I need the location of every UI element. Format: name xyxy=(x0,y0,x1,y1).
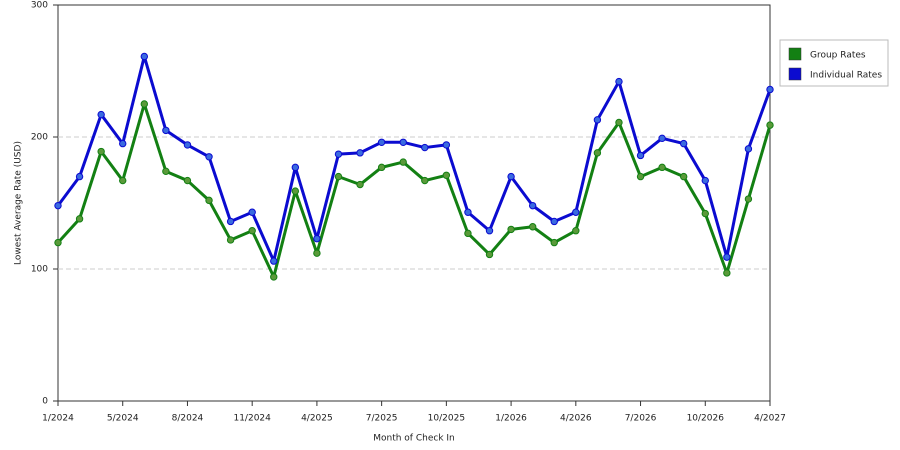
point xyxy=(442,171,451,179)
y-tick-label: 200 xyxy=(31,133,48,143)
point xyxy=(54,201,62,210)
x-tick-label: 10/2026 xyxy=(687,414,725,424)
point xyxy=(248,227,256,235)
point xyxy=(97,147,105,156)
point xyxy=(464,208,472,216)
point xyxy=(248,208,256,216)
point xyxy=(421,143,429,152)
point xyxy=(679,139,688,148)
point xyxy=(291,163,300,172)
point xyxy=(723,269,731,277)
point xyxy=(162,126,170,135)
x-tick-label: 11/2024 xyxy=(233,414,271,424)
point xyxy=(744,145,753,153)
point xyxy=(226,236,235,244)
point xyxy=(701,176,709,185)
point xyxy=(528,201,537,210)
point xyxy=(226,217,235,226)
y-axis-title: Lowest Average Rate (USD) xyxy=(14,141,24,265)
point xyxy=(399,158,407,166)
x-tick-label: 1/2024 xyxy=(42,414,74,424)
legend-label: Individual Rates xyxy=(810,71,882,81)
point xyxy=(313,249,321,257)
point xyxy=(593,116,602,124)
point xyxy=(356,149,364,157)
point xyxy=(334,172,343,181)
y-tick-label: 300 xyxy=(31,1,48,11)
point xyxy=(140,52,149,61)
point xyxy=(119,139,127,148)
x-tick-label: 7/2025 xyxy=(366,414,398,424)
point xyxy=(119,176,127,185)
point xyxy=(485,250,494,259)
legend-swatch xyxy=(788,47,802,61)
point xyxy=(593,149,602,157)
x-tick-label: 7/2026 xyxy=(625,414,657,424)
point xyxy=(377,138,386,146)
x-axis-title: Month of Check In xyxy=(373,434,455,444)
x-tick-label: 4/2027 xyxy=(754,414,786,424)
point xyxy=(442,141,451,149)
point xyxy=(334,150,343,158)
point xyxy=(183,141,192,149)
legend-label: Group Rates xyxy=(810,51,866,61)
plot-frame xyxy=(57,4,771,402)
point xyxy=(421,176,429,185)
point xyxy=(572,227,580,235)
x-tick-label: 1/2026 xyxy=(495,414,527,424)
point xyxy=(356,180,364,189)
point xyxy=(636,151,645,160)
point xyxy=(507,225,515,234)
point xyxy=(291,187,300,195)
point xyxy=(550,238,558,247)
series-line xyxy=(56,102,772,279)
point xyxy=(162,167,170,176)
point xyxy=(399,138,407,146)
point xyxy=(75,215,84,223)
point xyxy=(313,234,321,243)
point xyxy=(723,253,731,261)
point xyxy=(464,229,472,238)
x-tick-label: 4/2025 xyxy=(301,414,333,424)
point xyxy=(744,195,753,203)
point xyxy=(270,273,278,281)
x-tick-label: 10/2025 xyxy=(428,414,465,424)
point xyxy=(270,257,278,265)
point xyxy=(528,223,537,231)
point xyxy=(615,77,623,86)
point xyxy=(97,110,105,119)
point xyxy=(507,172,515,181)
point xyxy=(183,176,192,185)
series-line xyxy=(56,54,772,263)
point xyxy=(140,100,149,108)
point xyxy=(205,153,213,161)
point xyxy=(615,118,623,127)
x-tick-label: 5/2024 xyxy=(107,414,139,424)
point xyxy=(658,163,666,172)
x-tick-label: 8/2024 xyxy=(172,414,204,424)
point xyxy=(636,172,645,181)
point xyxy=(658,134,666,143)
point xyxy=(550,217,558,226)
point xyxy=(766,85,774,94)
y-tick-label: 100 xyxy=(31,265,48,275)
point xyxy=(205,196,213,205)
point xyxy=(377,163,386,172)
point xyxy=(485,227,494,235)
point xyxy=(679,172,688,181)
y-tick-label: 0 xyxy=(42,397,48,407)
point xyxy=(75,172,84,181)
point xyxy=(572,208,580,216)
point xyxy=(701,209,709,218)
point xyxy=(54,238,62,247)
legend-swatch xyxy=(788,67,802,81)
point xyxy=(766,121,774,129)
x-tick-label: 4/2026 xyxy=(560,414,592,424)
